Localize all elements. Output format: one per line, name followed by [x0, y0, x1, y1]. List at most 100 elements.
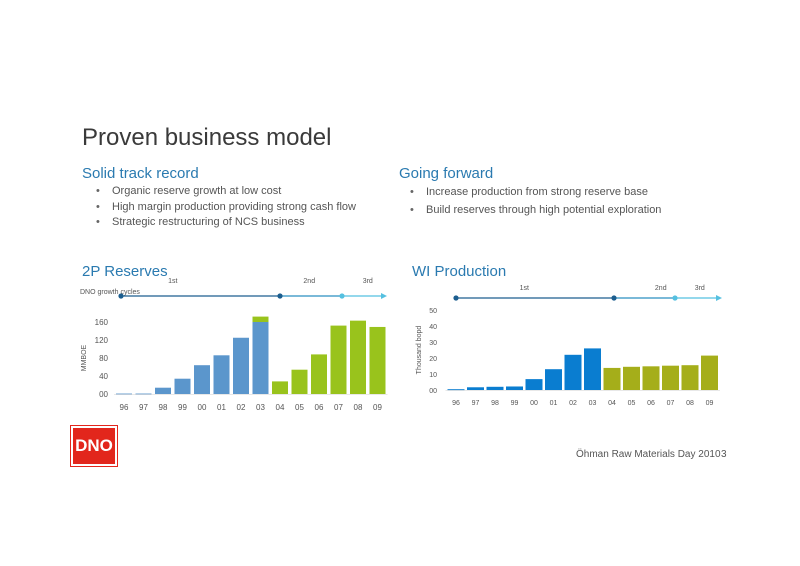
production-x-tick-label: 98 — [491, 400, 499, 407]
production-bar — [525, 379, 543, 390]
production-x-tick-label: 06 — [647, 400, 655, 407]
production-bar — [584, 348, 601, 390]
reserves-bar — [350, 320, 366, 394]
production-x-tick-label: 09 — [706, 400, 714, 407]
production-bar — [603, 367, 621, 390]
production-bar — [662, 365, 679, 390]
reserves-bar — [291, 369, 308, 394]
reserves-x-tick-label: 02 — [237, 403, 246, 412]
reserves-y-axis-label: MMBOE — [81, 344, 88, 371]
production-bar — [467, 387, 484, 390]
reserves-cycle-label: 1st — [168, 278, 177, 285]
reserves-x-tick-label: 03 — [256, 403, 265, 412]
reserves-cycle-arrow — [381, 293, 387, 299]
reserves-bar — [311, 354, 327, 394]
reserves-x-tick-label: 09 — [373, 403, 382, 412]
bullet-item: Organic reserve growth at low cost — [94, 184, 356, 200]
right-bullet-list: Increase production from strong reserve … — [408, 184, 661, 219]
reserves-x-tick-label: 99 — [178, 403, 187, 412]
reserves-y-tick-label: 80 — [99, 354, 108, 363]
production-y-tick-label: 30 — [429, 340, 437, 347]
production-bar — [447, 389, 465, 391]
production-y-tick-label: 10 — [429, 372, 437, 379]
production-x-tick-label: 05 — [628, 400, 636, 407]
bullet-item: High margin production providing strong … — [94, 200, 356, 216]
reserves-bar — [369, 326, 386, 394]
reserves-cycle-label: 2nd — [303, 278, 315, 285]
production-bar — [564, 354, 582, 390]
reserves-bar — [135, 393, 152, 395]
reserves-bar — [155, 387, 171, 394]
production-x-tick-label: 08 — [686, 400, 694, 407]
production-cycle-marker — [611, 295, 617, 301]
production-bar — [642, 366, 660, 390]
reserves-x-tick-label: 97 — [139, 403, 148, 412]
production-bar — [486, 386, 504, 390]
reserves-x-tick-label: 04 — [276, 403, 285, 412]
production-x-tick-label: 00 — [530, 400, 538, 407]
reserves-x-tick-label: 96 — [120, 403, 129, 412]
page-title: Proven business model — [82, 124, 332, 151]
production-y-tick-label: 20 — [429, 356, 437, 363]
production-cycle-label: 1st — [520, 285, 529, 292]
reserves-x-tick-label: 01 — [217, 403, 226, 412]
production-x-tick-label: 01 — [550, 400, 558, 407]
production-bar — [623, 366, 640, 390]
left-heading: Solid track record — [82, 165, 199, 182]
dno-logo: DNO — [70, 425, 118, 467]
production-cycle-label: 2nd — [655, 285, 667, 292]
right-heading: Going forward — [399, 165, 494, 182]
production-y-tick-label: 50 — [429, 308, 437, 315]
production-chart-title: WI Production — [412, 263, 507, 280]
production-bar — [545, 369, 562, 390]
production-x-tick-label: 99 — [511, 400, 519, 407]
production-cycle-label: 3rd — [695, 285, 705, 292]
bullet-item: Strategic restructuring of NCS business — [94, 215, 356, 231]
reserves-bar — [252, 316, 269, 322]
bullet-item: Increase production from strong reserve … — [408, 184, 661, 202]
production-cycle-marker — [453, 295, 459, 301]
reserves-y-tick-label: 40 — [99, 372, 108, 381]
reserves-y-tick-label: 160 — [95, 318, 109, 327]
production-x-tick-label: 03 — [589, 400, 597, 407]
production-x-tick-label: 02 — [569, 400, 577, 407]
reserves-x-tick-label: 07 — [334, 403, 343, 412]
reserves-bar — [252, 322, 269, 394]
bullet-item: Build reserves through high potential ex… — [408, 202, 661, 220]
reserves-bar — [116, 393, 132, 395]
footer-text: Öhman Raw Materials Day 2010 — [576, 449, 721, 460]
reserves-y-tick-label: 120 — [95, 336, 109, 345]
production-cycle-arrow — [716, 295, 722, 301]
reserves-cycle-label: 3rd — [363, 278, 373, 285]
production-bar — [506, 386, 523, 390]
production-x-tick-label: 04 — [608, 400, 616, 407]
reserves-x-tick-label: 00 — [198, 403, 207, 412]
reserves-x-tick-label: 06 — [315, 403, 324, 412]
reserves-bar — [213, 355, 230, 394]
production-x-tick-label: 07 — [667, 400, 675, 407]
reserves-y-tick-label: 00 — [99, 390, 108, 399]
production-bar — [681, 365, 699, 390]
reserves-x-tick-label: 98 — [159, 403, 168, 412]
growth-cycles-label: DNO growth cycles — [80, 289, 140, 296]
production-y-tick-label: 00 — [429, 388, 437, 395]
left-bullet-list: Organic reserve growth at low cost High … — [94, 184, 356, 231]
reserves-x-tick-label: 05 — [295, 403, 304, 412]
production-x-tick-label: 96 — [452, 400, 460, 407]
production-x-tick-label: 97 — [472, 400, 480, 407]
reserves-cycle-marker — [277, 293, 283, 299]
reserves-bar — [233, 337, 249, 394]
production-cycle-marker — [672, 295, 678, 301]
reserves-bar — [330, 325, 347, 394]
page-number: 3 — [721, 449, 727, 460]
reserves-cycle-marker — [339, 293, 345, 299]
reserves-bar — [174, 378, 191, 394]
reserves-x-tick-label: 08 — [354, 403, 363, 412]
reserves-bar — [194, 365, 210, 394]
production-bar — [701, 355, 718, 390]
production-y-tick-label: 40 — [429, 324, 437, 331]
reserves-bar — [272, 381, 288, 394]
production-y-axis-label: Thousand bopd — [416, 326, 423, 375]
reserves-cycle-marker — [118, 293, 124, 299]
